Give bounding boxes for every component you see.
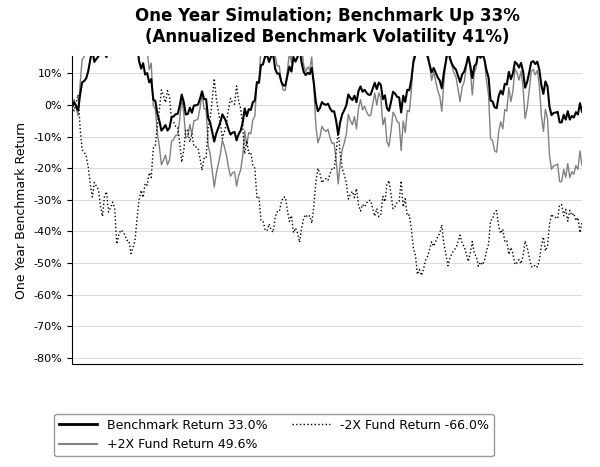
Legend: Benchmark Return 33.0%, +2X Fund Return 49.6%, -2X Fund Return -66.0%: Benchmark Return 33.0%, +2X Fund Return …	[54, 414, 494, 456]
Title: One Year Simulation; Benchmark Up 33%
(Annualized Benchmark Volatility 41%): One Year Simulation; Benchmark Up 33% (A…	[134, 7, 520, 46]
Y-axis label: One Year Benchmark Return: One Year Benchmark Return	[15, 121, 28, 299]
